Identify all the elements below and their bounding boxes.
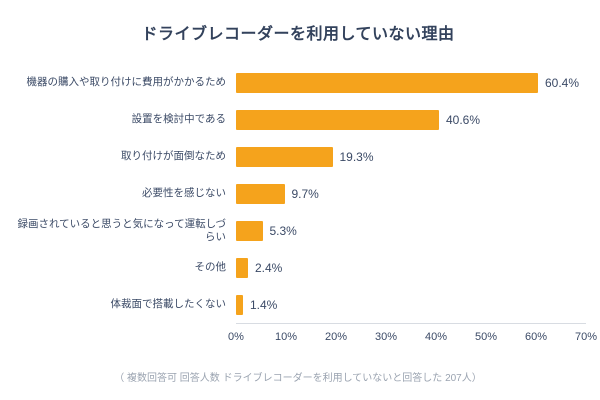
bar bbox=[236, 294, 243, 315]
bar bbox=[236, 257, 248, 278]
bar-value-label: 9.7% bbox=[291, 186, 319, 201]
chart-footnote: （ 複数回答可 回答人数 ドライブレコーダーを利用していないと回答した 207人… bbox=[114, 373, 482, 384]
x-tick-label: 40% bbox=[424, 331, 448, 343]
bar-value-label: 1.4% bbox=[250, 297, 278, 312]
x-tick-label: 10% bbox=[274, 331, 298, 343]
bar-row: 取り付けが面倒なため 19.3% bbox=[10, 138, 586, 175]
category-label: 体裁面で搭載したくない bbox=[110, 298, 227, 311]
bar bbox=[236, 146, 333, 167]
x-tick-label: 0% bbox=[228, 331, 244, 343]
x-tick-label: 70% bbox=[574, 331, 598, 343]
category-label: 機器の購入や取り付けに費用がかかるため bbox=[26, 76, 227, 89]
bar-track: 2.4% bbox=[236, 249, 586, 286]
category-label: 録画されていると思うと気になって運転しづらい bbox=[17, 217, 226, 243]
category-label: 必要性を感じない bbox=[142, 187, 226, 200]
axis-tick-area: 0% 10% 20% 30% 40% 50% 60% 70% bbox=[228, 323, 597, 349]
bar-value-label: 2.4% bbox=[255, 260, 283, 275]
bar-row: その他 2.4% bbox=[10, 249, 586, 286]
bar-row: 体裁面で搭載したくない 1.4% bbox=[10, 286, 586, 323]
bar-value-label: 19.3% bbox=[339, 149, 374, 164]
bar-track: 9.7% bbox=[236, 175, 586, 212]
bar-track: 60.4% bbox=[236, 64, 586, 101]
bar bbox=[236, 109, 439, 130]
axis-spacer bbox=[10, 323, 236, 349]
chart-title: ドライブレコーダーを利用していない理由 bbox=[141, 26, 455, 43]
category-label: その他 bbox=[194, 261, 227, 274]
bar-track: 5.3% bbox=[236, 212, 586, 249]
category-label: 設置を検討中である bbox=[131, 113, 226, 126]
bar bbox=[236, 220, 263, 241]
x-tick-label: 20% bbox=[324, 331, 348, 343]
bar-row: 設置を検討中である 40.6% bbox=[10, 101, 586, 138]
x-tick-label: 50% bbox=[474, 331, 498, 343]
bar-row: 録画されていると思うと気になって運転しづらい 5.3% bbox=[10, 212, 586, 249]
bar bbox=[236, 72, 538, 93]
x-tick-label: 60% bbox=[524, 331, 548, 343]
bar-row: 機器の購入や取り付けに費用がかかるため 60.4% bbox=[10, 64, 586, 101]
bar-track: 1.4% bbox=[236, 286, 586, 323]
bar-track: 40.6% bbox=[236, 101, 586, 138]
bar bbox=[236, 183, 285, 204]
bar-value-label: 40.6% bbox=[446, 112, 481, 127]
bar-row: 必要性を感じない 9.7% bbox=[10, 175, 586, 212]
x-axis: 0% 10% 20% 30% 40% 50% 60% 70% bbox=[10, 323, 597, 349]
bar-value-label: 60.4% bbox=[545, 75, 580, 90]
category-label: 取り付けが面倒なため bbox=[121, 150, 226, 163]
bar-track: 19.3% bbox=[236, 138, 586, 175]
bar-chart: 機器の購入や取り付けに費用がかかるため 60.4% 設置を検討中である 40.6… bbox=[10, 64, 597, 355]
x-tick-label: 30% bbox=[374, 331, 398, 343]
bar-value-label: 5.3% bbox=[269, 223, 297, 238]
